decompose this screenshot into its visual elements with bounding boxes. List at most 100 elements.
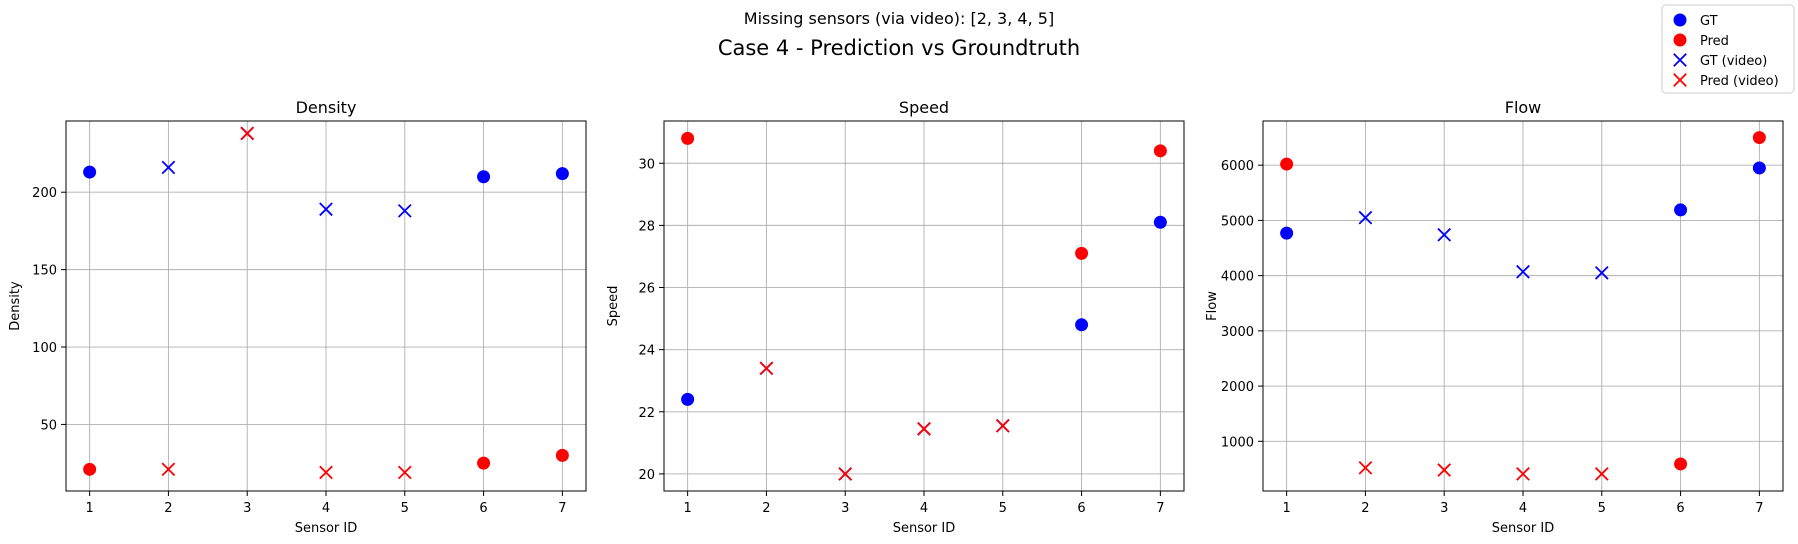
legend-label-gt-video: GT (video) xyxy=(1700,54,1767,69)
speed-series-pred-video xyxy=(759,361,1010,481)
density-series-gt-video xyxy=(161,126,412,218)
speed-ytick-label: 26 xyxy=(638,282,655,297)
flow-ytick-label: 6000 xyxy=(1221,159,1254,174)
flow-xtick-label: 4 xyxy=(1519,501,1527,516)
speed-point-pred-video-stroke-b xyxy=(917,422,931,436)
density-ytick-label: 150 xyxy=(32,264,57,279)
speed-point-pred-video xyxy=(917,422,931,436)
flow-point-pred xyxy=(1280,157,1294,171)
speed-point-pred-video-stroke-b xyxy=(838,467,853,481)
flow-point-pred-video-stroke-b xyxy=(1437,463,1452,477)
speed-series-pred xyxy=(681,131,1167,260)
flow-series-gt-video xyxy=(1358,210,1609,280)
density-point-pred-video-stroke-b xyxy=(240,126,255,141)
density-xtick-label: 4 xyxy=(322,501,330,516)
flow-point-pred-video-stroke-b xyxy=(1358,460,1373,475)
flow-series-pred-video xyxy=(1358,460,1609,481)
density-point-gt xyxy=(83,165,97,179)
speed-xtick-label: 4 xyxy=(920,501,928,516)
speed-point-pred-video-stroke-b xyxy=(759,361,774,376)
density-point-gt-video-stroke-b xyxy=(161,160,176,175)
flow-point-pred xyxy=(1674,457,1688,471)
speed-xtick-label: 6 xyxy=(1077,501,1085,516)
flow-point-pred-video-stroke-b xyxy=(1594,467,1609,481)
flow-ytick-label: 1000 xyxy=(1221,435,1254,450)
legend-marker-gt-video-stroke-b xyxy=(1673,53,1687,67)
figure-title: Case 4 - Prediction vs Groundtruth xyxy=(718,36,1080,60)
legend-label-pred-video: Pred (video) xyxy=(1700,74,1779,89)
density-ytick-label: 200 xyxy=(32,186,57,201)
flow-point-pred-video xyxy=(1594,467,1609,481)
legend-marker-pred-video xyxy=(1673,73,1687,87)
flow-axes-frame xyxy=(1262,120,1784,492)
speed-series-gt-video xyxy=(759,361,1010,481)
flow-point-gt xyxy=(1280,226,1294,240)
density-point-pred xyxy=(83,462,97,476)
density-ylabel: Density xyxy=(8,281,23,331)
speed-point-pred-video xyxy=(838,467,853,481)
speed-point-gt xyxy=(1153,215,1167,229)
density-xtick-label: 3 xyxy=(243,501,251,516)
speed-point-pred xyxy=(1153,144,1167,158)
density-point-gt-video-stroke-b xyxy=(319,202,333,217)
legend-marker-pred xyxy=(1673,33,1687,47)
panel-flow: 1 2 3 4 5 6 7 1000 2000 3000 4000 5000 6000 Flow Senso… xyxy=(1205,98,1784,536)
density-point-gt xyxy=(555,167,569,181)
density-point-gt-video xyxy=(397,203,412,218)
speed-axes-frame xyxy=(663,120,1185,492)
flow-point-gt-video xyxy=(1516,264,1530,279)
speed-title: Speed xyxy=(899,98,949,117)
density-point-gt-video xyxy=(319,202,333,217)
density-point-pred-video xyxy=(240,126,255,141)
density-point-pred xyxy=(477,456,491,470)
speed-point-pred xyxy=(681,131,695,145)
density-point-pred xyxy=(555,448,569,462)
density-series-gt xyxy=(83,165,569,184)
legend-entry-pred-video: Pred (video) xyxy=(1673,73,1779,89)
density-point-pred-video-stroke-b xyxy=(397,465,412,480)
flow-series-pred xyxy=(1280,131,1766,471)
flow-xtick-label: 1 xyxy=(1282,501,1290,516)
speed-xtick-label: 2 xyxy=(762,501,770,516)
flow-xtick-label: 3 xyxy=(1440,501,1448,516)
legend-entry-pred: Pred xyxy=(1673,33,1729,49)
speed-xlabel: Sensor ID xyxy=(893,521,956,536)
speed-ytick-label: 30 xyxy=(638,157,655,172)
flow-point-gt-video xyxy=(1594,266,1609,280)
flow-ylabel: Flow xyxy=(1205,291,1220,321)
speed-xtick-label: 1 xyxy=(683,501,691,516)
legend: GT Pred GT (video) Pred (video) xyxy=(1661,4,1795,94)
density-title: Density xyxy=(296,98,357,117)
density-point-gt-video-stroke-b xyxy=(397,203,412,218)
legend-entry-gt-video: GT (video) xyxy=(1673,53,1767,69)
flow-point-gt xyxy=(1674,203,1688,217)
flow-xtick-label: 2 xyxy=(1361,501,1369,516)
flow-ytick-label: 2000 xyxy=(1221,380,1254,395)
flow-xlabel: Sensor ID xyxy=(1492,521,1555,536)
flow-ytick-label: 5000 xyxy=(1221,214,1254,229)
flow-point-pred-video xyxy=(1437,463,1452,477)
speed-ytick-label: 22 xyxy=(638,406,655,421)
flow-xtick-label: 5 xyxy=(1598,501,1606,516)
speed-point-pred-video xyxy=(995,418,1010,433)
flow-point-gt-video-stroke-b xyxy=(1358,210,1373,225)
speed-grid xyxy=(664,121,1184,491)
legend-marker-gt-video xyxy=(1673,53,1687,67)
flow-point-gt-video-stroke-b xyxy=(1594,266,1609,280)
density-series-pred-video xyxy=(161,126,412,480)
legend-marker-gt xyxy=(1673,13,1687,27)
legend-entry-gt: GT xyxy=(1673,13,1718,29)
flow-point-gt-video xyxy=(1437,227,1452,242)
speed-point-gt xyxy=(1075,318,1089,332)
density-ytick-label: 100 xyxy=(32,341,57,356)
density-grid xyxy=(66,121,586,491)
density-xtick-label: 2 xyxy=(164,501,172,516)
density-point-gt xyxy=(477,170,491,184)
legend-label-pred: Pred xyxy=(1700,34,1729,49)
density-series-pred xyxy=(83,448,569,476)
flow-point-pred xyxy=(1752,131,1766,145)
density-point-pred-video-stroke-b xyxy=(161,462,176,477)
density-xtick-label: 6 xyxy=(479,501,487,516)
speed-point-pred-video xyxy=(759,361,774,376)
